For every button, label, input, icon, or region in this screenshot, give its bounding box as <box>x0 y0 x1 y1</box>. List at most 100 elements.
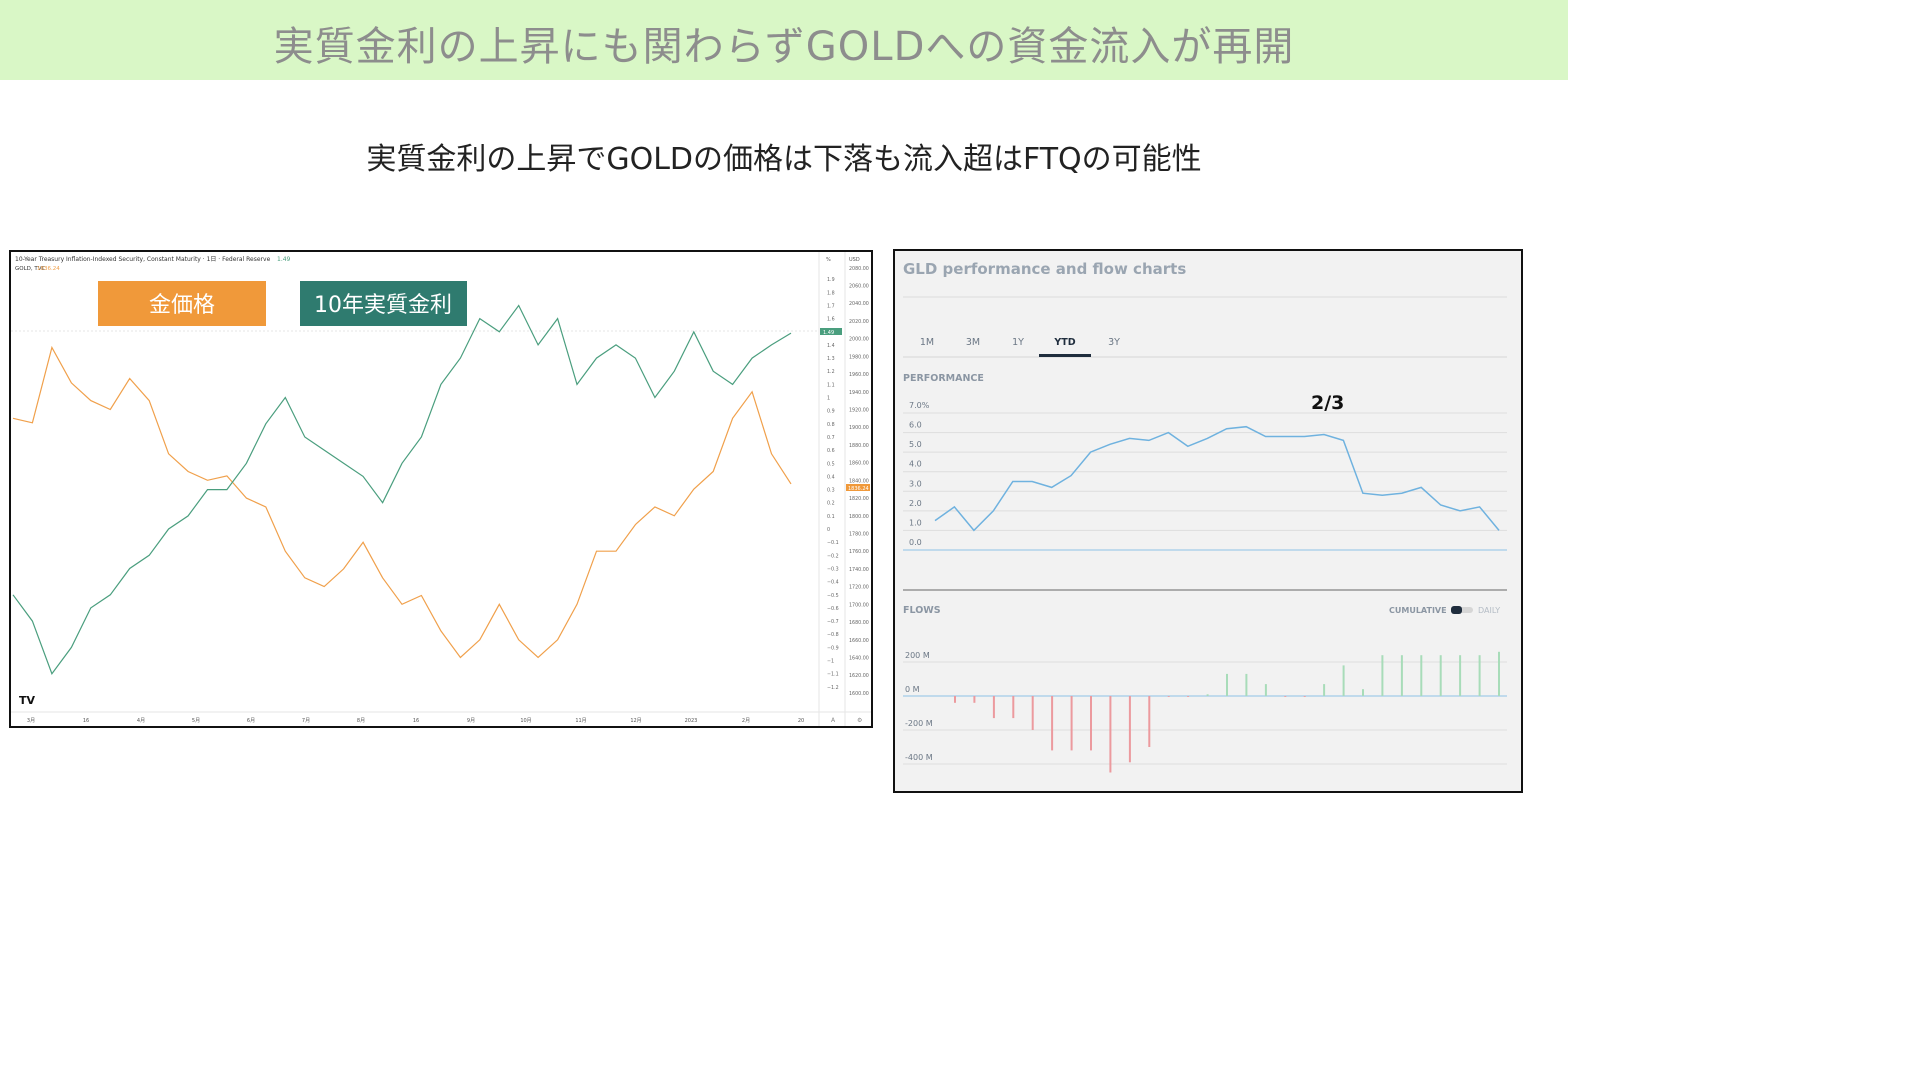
pct-tick-label: 0.9 <box>827 409 835 415</box>
perf-tick-label: 0.0 <box>909 538 922 547</box>
time-tick-label: 8月 <box>357 718 365 724</box>
flow-bar <box>1439 655 1442 696</box>
period-tabs: 1M 3M 1Y YTD 3Y <box>920 337 1120 348</box>
usd-tick-label: 1620.00 <box>849 673 869 679</box>
pct-tick-label: 0.6 <box>827 448 835 454</box>
pct-tick-label: 0.8 <box>827 422 835 428</box>
cumulative-toggle-label[interactable]: CUMULATIVE <box>1389 606 1447 615</box>
pct-tick-label: 1.4 <box>827 343 835 349</box>
perf-tick-label: 5.0 <box>909 440 922 449</box>
pct-tick-label: 1.8 <box>827 290 835 296</box>
flow-bar <box>1226 673 1228 696</box>
source-title: 10-Year Treasury Inflation-Indexed Secur… <box>15 256 271 263</box>
time-tick-label: 11月 <box>575 718 586 724</box>
tab-ytd[interactable]: YTD <box>1053 337 1075 348</box>
flow-bar <box>1051 696 1054 751</box>
flow-bar <box>1245 673 1248 696</box>
flow-bar <box>1303 696 1306 697</box>
flows-grid: 200 M 0 M -200 M -400 M <box>903 651 1507 765</box>
time-tick-label: 3月 <box>27 718 35 724</box>
gold-vs-real-rate-chart: 10-Year Treasury Inflation-Indexed Secur… <box>9 250 873 728</box>
usd-axis-header: USD <box>849 257 860 263</box>
flow-bar <box>1400 655 1403 696</box>
flow-bar <box>1362 689 1364 696</box>
pct-axis-ticks: −1.2 −1.1 −1 −0.9 −0.8 −0.7 −0.6 −0.5 −0.4 −0.3 −0… <box>827 277 839 691</box>
gld-charts-svg: GLD performance and flow charts 1M 3M 1Y YT… <box>895 251 1521 791</box>
page-title: 実質金利の上昇にも関わらずGOLDへの資金流入が再開 <box>273 24 1295 70</box>
pct-tick-label: −0.6 <box>827 606 839 612</box>
symbol-value: 1836.24 <box>37 266 60 272</box>
real-rate-series <box>12 304 792 675</box>
time-tick-label: 2月 <box>742 718 750 724</box>
flow-bar <box>1031 696 1034 730</box>
auto-scale-button[interactable]: A <box>831 717 836 724</box>
settings-gear-icon[interactable]: ⚙ <box>857 717 862 724</box>
pct-tick-label: −0.8 <box>827 632 839 638</box>
flow-toggle-knob[interactable] <box>1451 606 1462 614</box>
pct-tick-label: 1.9 <box>827 277 835 283</box>
perf-tick-label: 2.0 <box>909 499 922 508</box>
gold-vs-real-rate-svg: 10-Year Treasury Inflation-Indexed Secur… <box>11 252 871 726</box>
usd-tick-label: 1900.00 <box>849 425 869 431</box>
usd-tick-label: 1880.00 <box>849 443 869 449</box>
gold-label-box <box>98 281 266 326</box>
flow-bar <box>1090 696 1092 751</box>
pct-tick-label: 0.3 <box>827 488 835 494</box>
usd-axis-ticks: 1600.00 1620.00 1640.00 1660.00 1680.00 1700.… <box>849 266 869 697</box>
flow-bar <box>1148 696 1151 747</box>
pct-tick-label: −0.3 <box>827 566 839 572</box>
usd-tick-label: 1820.00 <box>849 496 869 502</box>
page-subtitle: 実質金利の上昇でGOLDの価格は下落も流入超はFTQの可能性 <box>366 142 1202 177</box>
tab-3y[interactable]: 3Y <box>1108 337 1120 348</box>
usd-tick-label: 1720.00 <box>849 585 869 591</box>
pct-tick-label: 0 <box>827 527 830 533</box>
pct-tick-label: −0.4 <box>827 580 839 586</box>
time-tick-label: 10月 <box>520 718 531 724</box>
gld-performance-flow-panel: GLD performance and flow charts 1M 3M 1Y YT… <box>893 249 1523 793</box>
pct-tick-label: 0.2 <box>827 501 835 507</box>
usd-tick-label: 1940.00 <box>849 390 869 396</box>
pct-tick-label: 0.7 <box>827 435 835 441</box>
pct-tick-label: −1.2 <box>827 685 839 691</box>
flows-label: FLOWS <box>903 605 941 616</box>
time-tick-label: 9月 <box>467 718 475 724</box>
source-value: 1.49 <box>277 256 291 263</box>
pct-axis-header: % <box>826 257 831 263</box>
flow-bar <box>954 696 956 703</box>
flow-tick-label: 200 M <box>905 651 930 660</box>
flow-bar <box>1478 655 1481 696</box>
gold-price-tag-text: 1836.24 <box>848 486 869 492</box>
gold-label: 金価格 <box>149 293 215 318</box>
gold-price-tag <box>846 484 870 491</box>
pct-tick-label: 1.1 <box>827 382 835 388</box>
usd-tick-label: 1600.00 <box>849 691 869 697</box>
pct-tick-label: −1 <box>827 659 834 665</box>
flow-tick-label: 0 M <box>905 685 920 694</box>
flow-bar <box>1381 655 1384 696</box>
pct-tick-label: −0.1 <box>827 540 839 546</box>
usd-tick-label: 1700.00 <box>849 602 869 608</box>
rate-price-tag-text: 1.49 <box>823 330 834 336</box>
real-rate-label: 10年実質金利 <box>314 293 452 318</box>
flow-bar <box>1012 696 1015 719</box>
tab-3m[interactable]: 3M <box>966 337 980 348</box>
perf-tick-label: 7.0% <box>909 401 930 410</box>
active-tab-underline <box>1039 354 1091 357</box>
flow-bar <box>1109 696 1112 773</box>
usd-tick-label: 1680.00 <box>849 620 869 626</box>
flow-bar <box>1342 665 1345 696</box>
performance-series <box>934 425 1500 532</box>
time-tick-label: 2023 <box>685 718 698 724</box>
symbol-label: GOLD, TVC <box>15 266 46 272</box>
flow-bar <box>1128 696 1131 763</box>
flow-tick-label: -400 M <box>905 753 933 762</box>
time-tick-label: 16 <box>83 718 89 724</box>
daily-toggle-label[interactable]: DAILY <box>1478 606 1500 615</box>
flow-bar <box>1284 696 1287 697</box>
flow-bar <box>1498 651 1500 696</box>
tab-1m[interactable]: 1M <box>920 337 934 348</box>
tab-1y[interactable]: 1Y <box>1012 337 1024 348</box>
time-tick-label: 16 <box>413 718 419 724</box>
perf-tick-label: 1.0 <box>909 518 922 527</box>
gold-price-series <box>12 345 792 659</box>
